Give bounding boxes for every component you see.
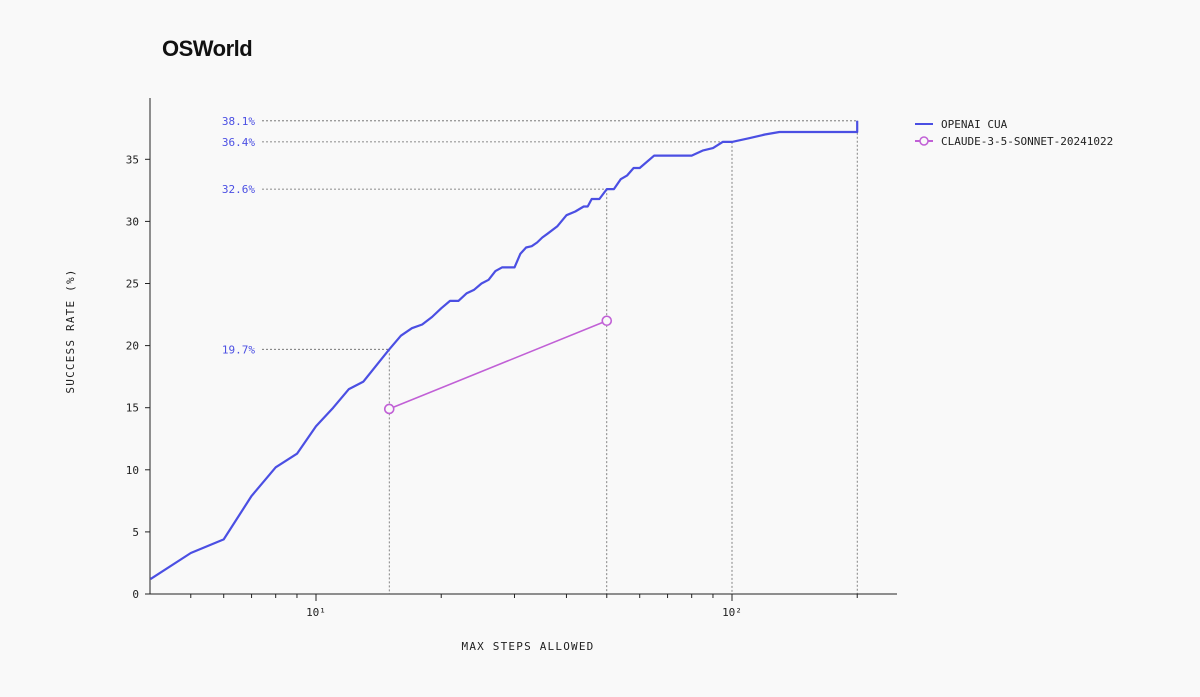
page-title: OSWorld xyxy=(162,36,253,61)
x-axis-label: MAX STEPS ALLOWED xyxy=(462,640,595,653)
annotation-label: 19.7% xyxy=(222,343,255,356)
chart-legend: OPENAI CUA CLAUDE-3-5-SONNET-20241022 xyxy=(915,118,1113,148)
x-tick-label: 10² xyxy=(722,606,742,619)
y-tick-label: 30 xyxy=(126,215,139,228)
legend-label: CLAUDE-3-5-SONNET-20241022 xyxy=(941,135,1113,148)
y-tick-label: 20 xyxy=(126,340,139,353)
annotation-labels: 38.1% 36.4% 32.6% 19.7% xyxy=(222,115,255,357)
y-tick-label: 10 xyxy=(126,464,139,477)
y-tick-label: 0 xyxy=(132,588,139,601)
annotation-label: 32.6% xyxy=(222,183,255,196)
y-tick-label: 5 xyxy=(132,526,139,539)
annotation-label: 38.1% xyxy=(222,115,255,128)
annotation-label: 36.4% xyxy=(222,136,255,149)
x-tick-label: 10¹ xyxy=(306,606,326,619)
legend-label: OPENAI CUA xyxy=(941,118,1008,131)
chart-axes: 0 5 10 15 20 25 30 35 10¹ 10² xyxy=(126,98,897,619)
annotation-guides xyxy=(262,120,858,594)
series-line-1 xyxy=(388,320,608,410)
data-point xyxy=(383,403,395,415)
y-tick-label: 35 xyxy=(126,153,139,166)
y-tick-label: 25 xyxy=(126,278,139,291)
data-point xyxy=(601,315,613,327)
legend-marker xyxy=(919,136,929,146)
y-axis-label: SUCCESS RATE (%) xyxy=(64,268,77,393)
chart-series xyxy=(149,120,859,581)
y-tick-label: 15 xyxy=(126,402,139,415)
series-line-0 xyxy=(149,120,859,581)
